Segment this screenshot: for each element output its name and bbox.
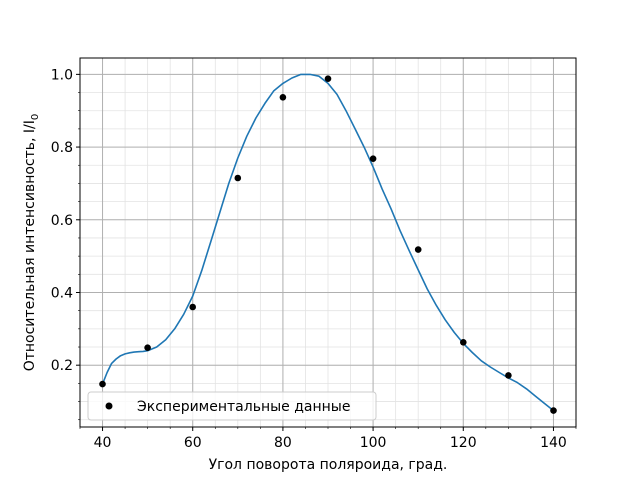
y-axis-label-text: Относительная интенсивность, I/I (22, 120, 38, 371)
series-layer (99, 73, 557, 414)
y-tick-label: 0.4 (51, 285, 73, 301)
data-point (99, 380, 106, 388)
data-point (234, 174, 242, 182)
legend: Экспериментальные данные (87, 391, 377, 421)
y-axis-label-subscript: 0 (30, 114, 41, 120)
data-point (189, 303, 196, 311)
tick-labels: 40 60 80 100 120 140 0.2 0.4 0.6 0.8 1.0 (51, 67, 567, 451)
legend-marker (105, 402, 113, 410)
data-point (144, 344, 151, 352)
legend-entry-label: Экспериментальные данные (137, 399, 350, 415)
x-tick-label: 80 (274, 435, 292, 451)
axis-ticks (76, 73, 577, 431)
y-tick-label: 0.8 (51, 140, 73, 156)
legend-box (87, 391, 377, 421)
fit-curve-line (101, 73, 554, 412)
data-point (460, 339, 467, 346)
major-grid (80, 58, 576, 427)
data-point (505, 372, 512, 379)
data-point (414, 246, 422, 253)
data-point (550, 407, 557, 414)
x-axis-label: Угол поворота поляроида, град. (209, 457, 448, 473)
y-axis-label: Относительная интенсивность, I/I0 (22, 114, 41, 372)
x-tick-label: 140 (540, 435, 567, 451)
data-point (324, 75, 332, 82)
y-tick-label: 0.2 (51, 358, 73, 374)
x-tick-label: 100 (360, 435, 387, 451)
data-point (279, 94, 287, 101)
y-tick-label: 1.0 (51, 67, 73, 83)
data-point (369, 155, 377, 162)
y-tick-label: 0.6 (51, 213, 73, 229)
x-tick-label: 40 (94, 435, 112, 451)
x-tick-label: 120 (450, 435, 477, 451)
x-tick-label: 60 (184, 435, 202, 451)
